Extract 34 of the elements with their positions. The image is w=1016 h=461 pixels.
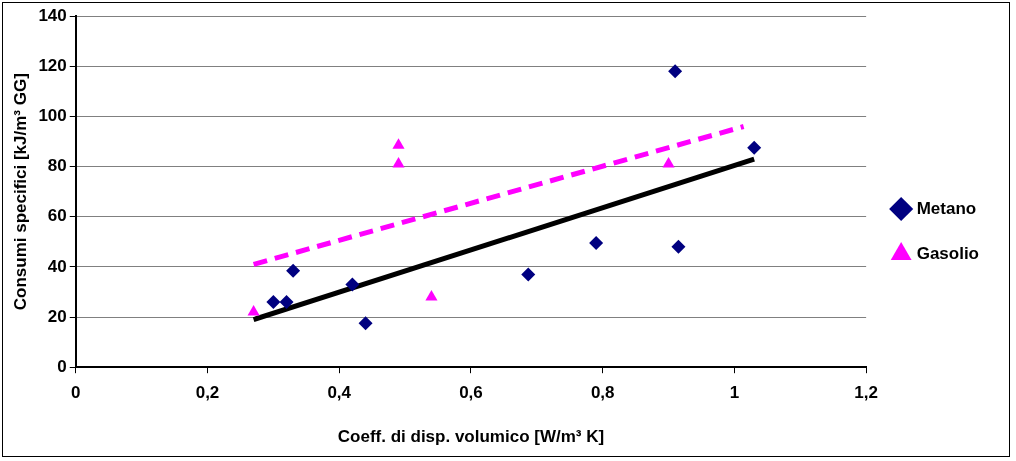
y-tick-label: 20 [47,306,67,326]
x-tick-label: 0,8 [590,383,615,403]
y-tick-label: 40 [47,256,67,276]
x-tick-label: 0 [71,383,81,403]
point [392,138,405,149]
point [247,305,260,316]
point [392,157,405,168]
y-tick-label: 120 [38,56,67,76]
legend-label: Gasolio [916,243,980,263]
point [286,263,301,278]
y-tick-label: 140 [38,5,67,25]
point [671,239,686,254]
y-tick-label: 80 [47,156,67,176]
y-tick-label: 60 [47,206,67,226]
point [358,316,373,331]
x-tick-label: 0,2 [195,383,220,403]
point [747,140,762,155]
x-axis-title: Coeff. di disp. volumico [W/m³ K] [337,427,605,447]
point [425,290,438,301]
point [589,236,604,251]
x-tick-label: 0,4 [327,383,352,403]
x-tick-label: 0,6 [459,383,483,403]
point [662,157,675,168]
point [279,295,294,310]
y-tick-label: 100 [38,106,67,126]
y-axis-title: Consumi specifici [kJ/m³ GG] [10,73,30,311]
point [345,277,360,292]
point [266,295,281,310]
y-tick-label: 0 [57,356,67,376]
legend-label: Metano [916,198,977,218]
point [668,64,683,79]
x-tick-label: 1 [729,383,740,403]
point [521,267,536,282]
x-tick-label: 1,2 [854,383,878,403]
